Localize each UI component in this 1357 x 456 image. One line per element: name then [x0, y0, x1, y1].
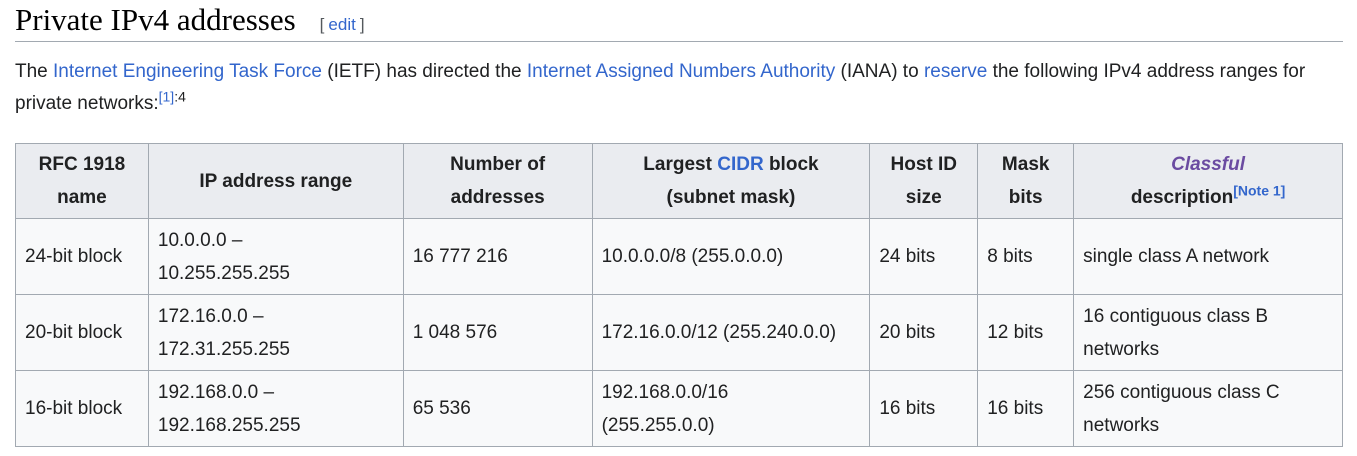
cell-name: 24-bit block	[15, 218, 149, 295]
header-ip-range: IP address range	[147, 143, 404, 219]
header-rfc-name: RFC 1918 name	[15, 143, 149, 219]
cell-range: 192.168.0.0 –192.168.255.255	[147, 370, 404, 447]
edit-bracket-open: [	[319, 15, 325, 34]
section-title: Private IPv4 addresses	[15, 2, 296, 37]
classful-link[interactable]: Classful	[1171, 154, 1246, 175]
table-header-row: RFC 1918 name IP address range Number of a…	[15, 143, 1343, 219]
intro-text-4: the following IPv4 address ranges for pr…	[15, 61, 1306, 114]
cell-range: 10.0.0.0 –10.255.255.255	[147, 218, 404, 295]
cell-name: 16-bit block	[15, 370, 149, 447]
cell-count: 65 536	[402, 370, 593, 447]
private-ipv4-table: RFC 1918 name IP address range Number of a…	[15, 143, 1343, 447]
edit-bracket-close: ]	[359, 15, 365, 34]
reference-page: :4	[174, 88, 186, 105]
note-link[interactable]: [Note 1]	[1233, 182, 1286, 199]
cell-cidr: 10.0.0.0/8 (255.0.0.0)	[591, 218, 871, 295]
cell-count: 1 048 576	[402, 294, 593, 371]
intro-text-2: (IETF) has directed the	[322, 61, 527, 82]
cell-host-bits: 20 bits	[869, 294, 979, 371]
cell-mask-bits: 16 bits	[977, 370, 1075, 447]
cell-description: single class A network	[1073, 218, 1343, 295]
section-heading-row: Private IPv4 addresses [edit]	[15, 0, 1343, 42]
ietf-link[interactable]: Internet Engineering Task Force	[53, 61, 322, 82]
intro-text-3: (IANA) to	[835, 61, 924, 82]
cell-cidr: 192.168.0.0/16 (255.255.0.0)	[591, 370, 871, 447]
cell-host-bits: 24 bits	[869, 218, 979, 295]
reference-sup: [1]:4	[159, 89, 186, 105]
reference-link[interactable]: [1]	[158, 88, 175, 105]
cell-range: 172.16.0.0 –172.31.255.255	[147, 294, 404, 371]
edit-section: [edit]	[316, 15, 369, 35]
intro-paragraph: The Internet Engineering Task Force (IET…	[15, 56, 1343, 120]
cell-mask-bits: 8 bits	[977, 218, 1075, 295]
cell-count: 16 777 216	[402, 218, 593, 295]
header-host-id-size: Host ID size	[869, 143, 979, 219]
cell-cidr: 172.16.0.0/12 (255.240.0.0)	[591, 294, 871, 371]
cell-mask-bits: 12 bits	[977, 294, 1075, 371]
header-classful-description: Classful description[Note 1]	[1073, 143, 1343, 219]
intro-text-1: The	[15, 61, 54, 82]
header-number-of-addresses: Number of addresses	[402, 143, 593, 219]
cell-name: 20-bit block	[15, 294, 149, 371]
header-cidr-block: Largest CIDR block (subnet mask)	[591, 143, 871, 219]
header-mask-bits: Mask bits	[977, 143, 1075, 219]
table-row: 16-bit block 192.168.0.0 –192.168.255.25…	[15, 370, 1343, 447]
reserve-link[interactable]: reserve	[923, 61, 988, 82]
cell-host-bits: 16 bits	[869, 370, 979, 447]
iana-link[interactable]: Internet Assigned Numbers Authority	[526, 61, 836, 82]
table-row: 24-bit block 10.0.0.0 –10.255.255.255 16…	[15, 218, 1343, 295]
table-row: 20-bit block 172.16.0.0 –172.31.255.255 …	[15, 294, 1343, 371]
cidr-link[interactable]: CIDR	[717, 154, 764, 175]
edit-link[interactable]: edit	[328, 15, 356, 34]
